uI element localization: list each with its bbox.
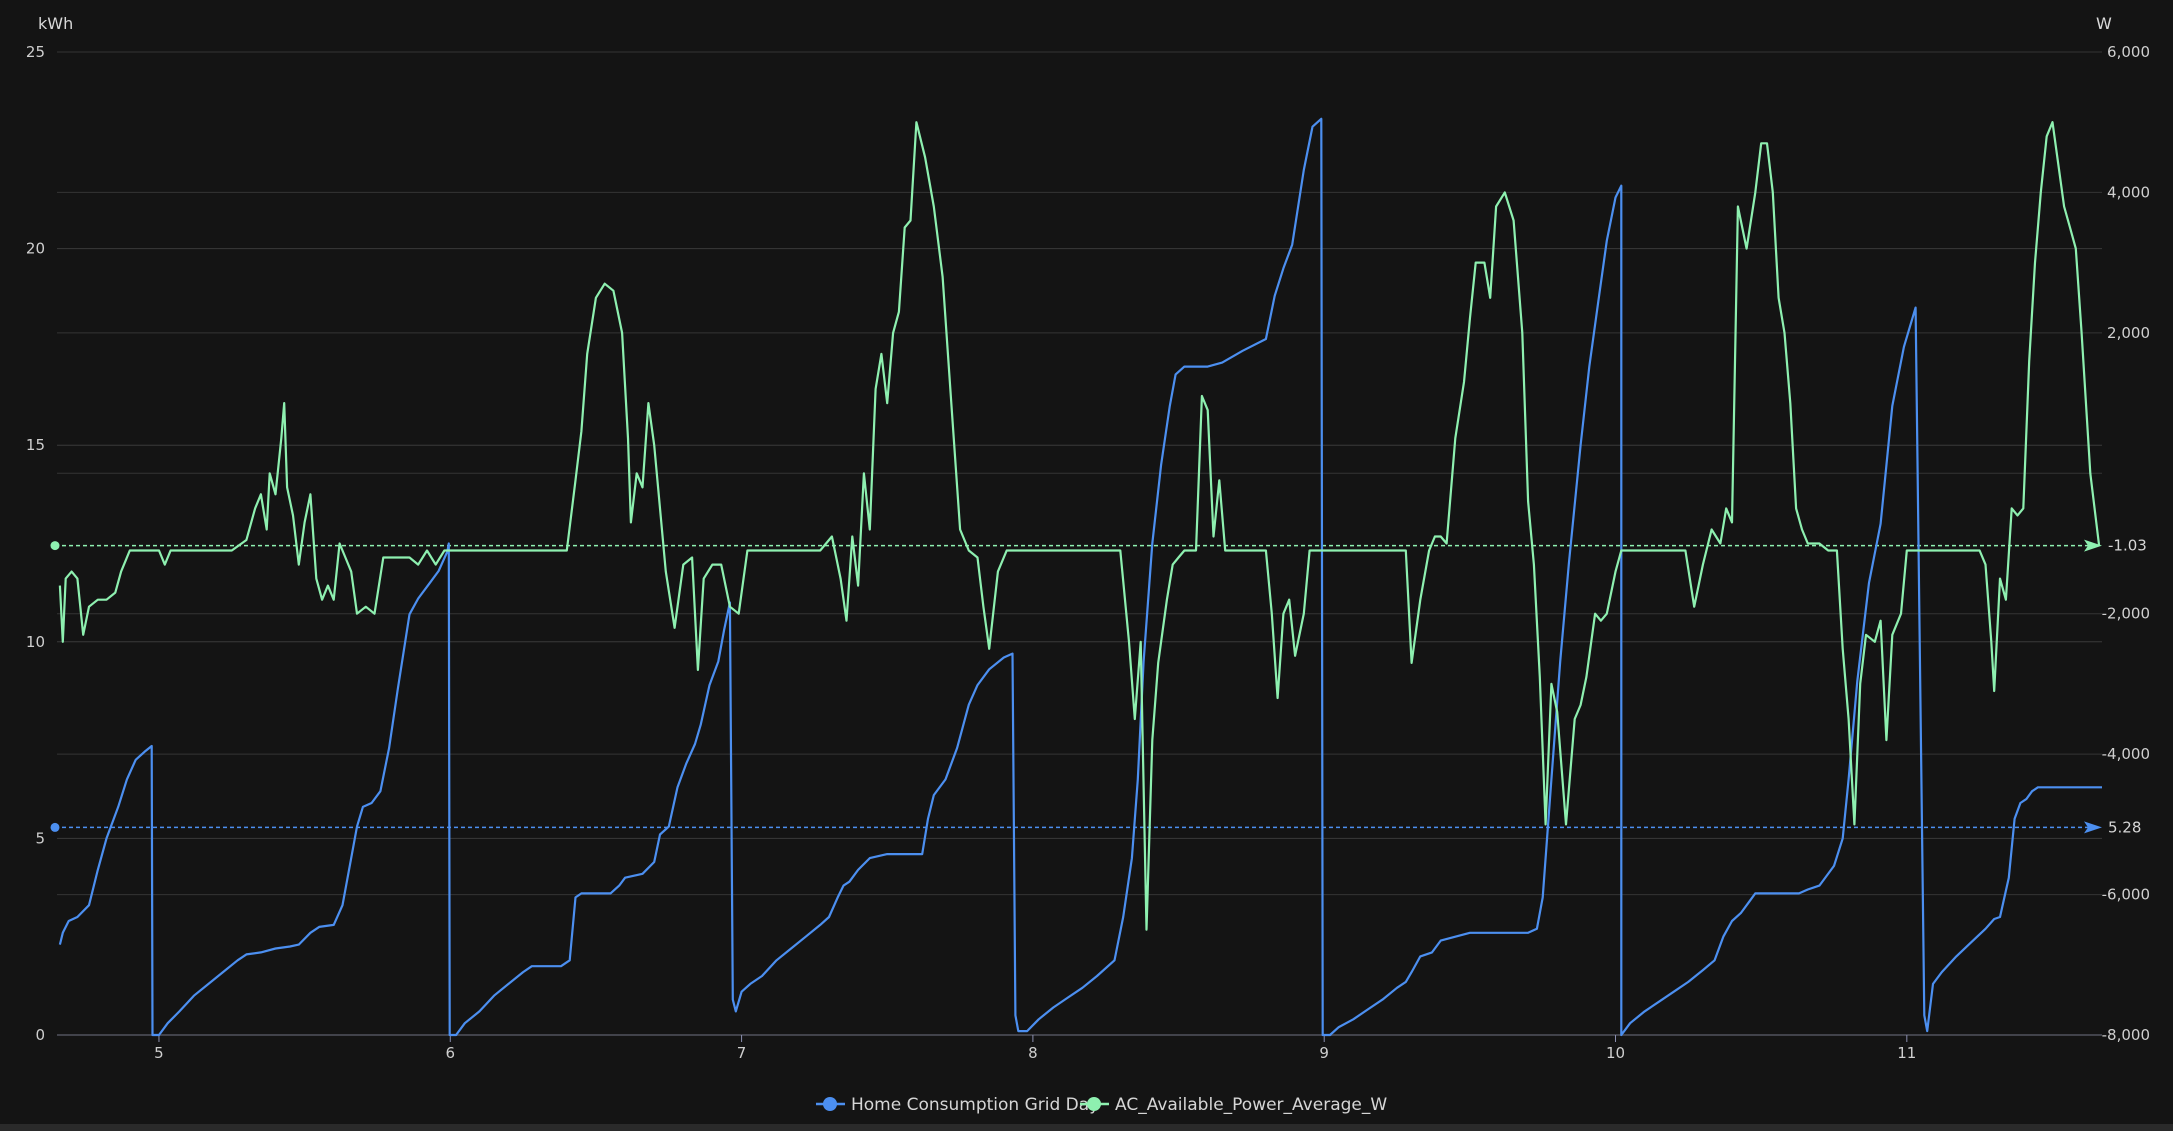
right-y-axis: W -8,000 -6,000 -4,000 -2,000 2,000 4,000 6,00… xyxy=(2096,14,2150,1044)
legend-swatch-dot xyxy=(1087,1097,1101,1111)
legend-item-ac-available-power[interactable]: AC_Available_Power_Average_W xyxy=(1080,1095,1387,1115)
left-tick-label: 10 xyxy=(26,633,45,651)
x-tick-label: 11 xyxy=(1897,1044,1916,1062)
home-consumption-line xyxy=(58,117,2102,1037)
reference-start-dot xyxy=(50,541,60,551)
right-tick-label: 4,000 xyxy=(2107,183,2150,201)
reference-start-dot xyxy=(50,822,60,832)
reference-arrow xyxy=(2084,821,2102,834)
reference-value-label: 5.28 xyxy=(2108,818,2141,836)
x-tick-label: 10 xyxy=(1606,1044,1625,1062)
left-tick-label: 20 xyxy=(26,240,45,258)
legend-label: Home Consumption Grid Day xyxy=(851,1095,1099,1115)
x-axis: 5 6 7 8 9 10 11 xyxy=(154,1035,1916,1062)
left-tick-label: 5 xyxy=(35,829,45,847)
legend-swatch-dot xyxy=(823,1097,837,1111)
right-tick-label: -2,000 xyxy=(2102,605,2150,623)
left-tick-label: 0 xyxy=(35,1026,45,1044)
left-y-axis: kWh 0 5 10 15 20 25 xyxy=(26,14,73,1044)
left-tick-label: 25 xyxy=(26,43,45,61)
right-tick-label: 6,000 xyxy=(2107,43,2150,61)
bottom-strip xyxy=(0,1124,2173,1131)
reference-arrow xyxy=(2084,539,2102,552)
left-tick-label: 15 xyxy=(26,436,45,454)
right-axis-unit: W xyxy=(2096,14,2112,33)
reference-value-label: -1.03 xyxy=(2108,537,2147,555)
legend-item-home-consumption[interactable]: Home Consumption Grid Day xyxy=(816,1095,1099,1115)
ac-available-power-line xyxy=(58,121,2101,931)
legend-label: AC_Available_Power_Average_W xyxy=(1115,1095,1387,1115)
right-tick-label: -6,000 xyxy=(2102,886,2150,904)
x-tick-label: 8 xyxy=(1028,1044,1038,1062)
x-tick-label: 6 xyxy=(445,1044,455,1062)
left-axis-unit: kWh xyxy=(38,14,73,33)
x-tick-label: 5 xyxy=(154,1044,164,1062)
x-tick-label: 7 xyxy=(737,1044,747,1062)
reference-lines: 5.28 -1.03 xyxy=(50,537,2147,836)
grid-lines xyxy=(57,51,2102,1036)
right-tick-label: 2,000 xyxy=(2107,324,2150,342)
x-tick-label: 9 xyxy=(1319,1044,1329,1062)
series-lines xyxy=(58,117,2102,1037)
right-tick-label: -4,000 xyxy=(2102,745,2150,763)
legend: Home Consumption Grid Day AC_Available_P… xyxy=(816,1095,1387,1115)
right-tick-label: -8,000 xyxy=(2102,1026,2150,1044)
